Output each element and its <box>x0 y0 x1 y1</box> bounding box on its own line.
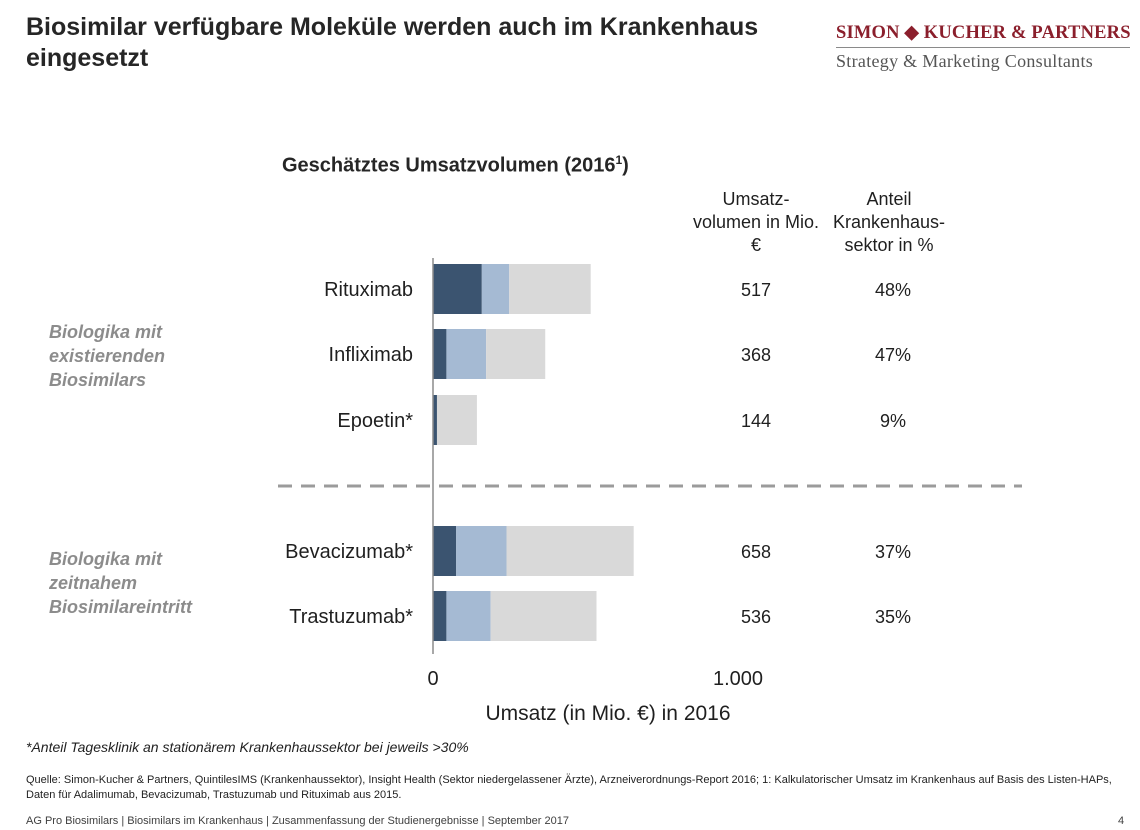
logo-tagline: Strategy & Marketing Consultants <box>836 51 1094 71</box>
category-label-trastuzumab: Trastuzumab* <box>289 606 413 628</box>
bar-bevacizumab-mid <box>456 526 507 576</box>
category-label-bevacizumab: Bevacizumab* <box>285 541 413 563</box>
bar-trastuzumab-dark <box>433 591 447 641</box>
bar-infliximab-light <box>486 329 546 379</box>
group-label-line: zeitnahem <box>49 573 138 593</box>
share-header-line: sektor in % <box>844 235 934 255</box>
chart-title: Geschätztes Umsatzvolumen (20161) <box>282 153 629 178</box>
bar-trastuzumab-mid <box>446 591 491 641</box>
source-note: Quelle: Simon-Kucher & Partners, Quintil… <box>26 774 1112 801</box>
volume-column-header: Umsatz- volumen in Mio. € <box>676 188 836 257</box>
group-label-line: Biologika mit <box>49 322 163 342</box>
group-label-line: Biosimilareintritt <box>49 597 193 617</box>
company-logo: SIMON ◆ KUCHER & PARTNERS Strategy & Mar… <box>836 22 1131 72</box>
share-column-header: Anteil Krankenhaus- sektor in % <box>814 188 964 257</box>
x-axis-label: Umsatz (in Mio. €) in 2016 <box>485 702 730 725</box>
bar-epoetin-dark <box>433 395 437 445</box>
group-label-line: existierenden <box>49 346 166 366</box>
volume-header-line: volumen in Mio. <box>692 212 820 232</box>
page-number: 4 <box>1118 815 1125 827</box>
x-tick-label: 1.000 <box>713 668 763 690</box>
group-label-existing-biosimilars: Biologika mit existierenden Biosimilars <box>49 320 249 392</box>
volume-header-line: Umsatz- <box>722 189 790 209</box>
group-label-upcoming-biosimilars: Biologika mit zeitnahem Biosimilareintri… <box>49 547 249 619</box>
share-header-line: Krankenhaus- <box>832 212 946 232</box>
bar-epoetin-light <box>436 395 477 445</box>
footnote: *Anteil Tagesklinik an stationärem Krank… <box>26 739 469 755</box>
bar-rituximab-dark <box>433 264 482 314</box>
chart-title-suffix: ) <box>622 154 629 177</box>
share-value-rituximab: 48% <box>875 280 911 300</box>
bar-infliximab-dark <box>433 329 447 379</box>
volume-value-rituximab: 517 <box>741 280 771 300</box>
logo-brand: SIMON ◆ KUCHER & PARTNERS <box>836 23 1131 43</box>
share-value-bevacizumab: 37% <box>875 542 911 562</box>
category-label-epoetin: Epoetin* <box>337 410 413 432</box>
volume-value-epoetin: 144 <box>741 411 771 431</box>
category-label-rituximab: Rituximab <box>324 279 413 301</box>
bar-rituximab-mid <box>481 264 510 314</box>
bar-rituximab-light <box>509 264 591 314</box>
group-label-line: Biologika mit <box>49 549 163 569</box>
share-header-line: Anteil <box>866 189 912 209</box>
chart-title-text: Geschätztes Umsatzvolumen (2016 <box>282 154 616 177</box>
volume-value-trastuzumab: 536 <box>741 607 771 627</box>
group-label-line: Biosimilars <box>49 370 147 390</box>
footer-text: AG Pro Biosimilars | Biosimilars im Kran… <box>26 815 569 827</box>
volume-header-line: € <box>750 235 761 255</box>
page-title: Biosimilar verfügbare Moleküle werden au… <box>26 13 759 72</box>
share-value-trastuzumab: 35% <box>875 607 911 627</box>
bar-bevacizumab-light <box>506 526 634 576</box>
share-value-epoetin: 9% <box>880 411 906 431</box>
bar-infliximab-mid <box>446 329 487 379</box>
share-value-infliximab: 47% <box>875 345 911 365</box>
x-tick-label: 0 <box>427 668 438 690</box>
bar-bevacizumab-dark <box>433 526 457 576</box>
bar-trastuzumab-light <box>490 591 597 641</box>
category-label-infliximab: Infliximab <box>329 344 413 366</box>
logo-divider <box>836 47 1130 48</box>
volume-value-bevacizumab: 658 <box>741 542 771 562</box>
chart-title-superscript: 1 <box>615 153 623 167</box>
volume-value-infliximab: 368 <box>741 345 771 365</box>
